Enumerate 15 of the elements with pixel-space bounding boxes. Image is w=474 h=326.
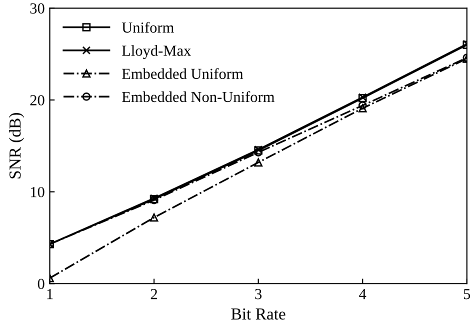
legend-label: Lloyd-Max bbox=[122, 45, 191, 60]
y-tick-label: 20 bbox=[30, 95, 44, 106]
y-tick-label: 10 bbox=[30, 186, 44, 198]
legend-label: Embedded Non-Uniform bbox=[122, 91, 274, 102]
x-tick-label: 1 bbox=[47, 288, 53, 300]
legend-label: Uniform bbox=[122, 22, 174, 33]
x-axis-title: Bit Rate bbox=[231, 308, 286, 320]
x-tick-label: 5 bbox=[464, 289, 470, 300]
y-axis-title: SNR (dB) bbox=[8, 113, 24, 178]
x-tick-label: 3 bbox=[255, 288, 262, 300]
x-tick-label: 4 bbox=[359, 289, 366, 300]
y-tick-label: 0 bbox=[38, 278, 44, 290]
legend-label: Embedded Uniform bbox=[122, 68, 244, 80]
y-tick-label: 30 bbox=[30, 3, 44, 14]
x-tick-label: 2 bbox=[150, 288, 158, 300]
